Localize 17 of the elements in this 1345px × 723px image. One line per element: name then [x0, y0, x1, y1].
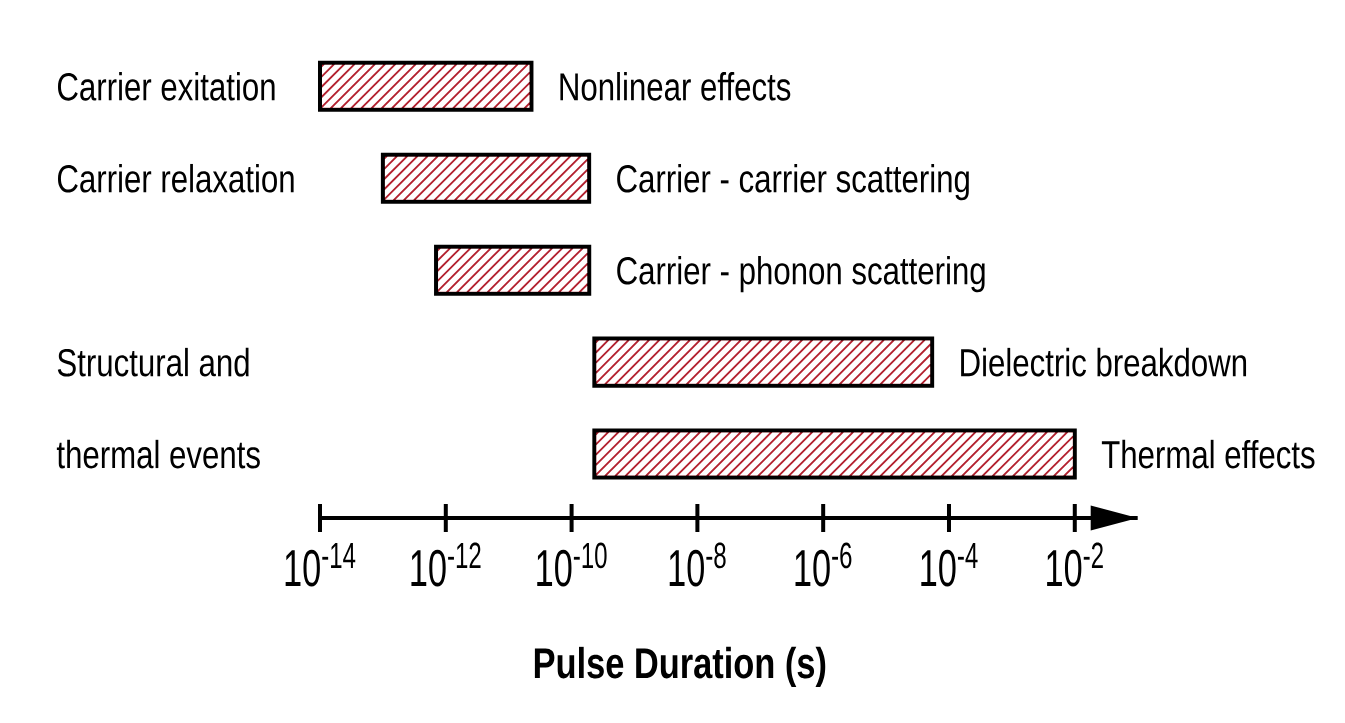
y-tick-label: Carrier - carrier scattering	[617, 163, 969, 201]
x-tick-label: 10$^{-14}$	[285, 542, 356, 587]
y-tick-label: Thermal effects	[1101, 439, 1315, 469]
x-tick-label: 10$^{-12}$	[411, 542, 481, 587]
text: thermal events	[56, 439, 260, 469]
y-tick-label: Dielectric breakdown	[961, 347, 1247, 377]
x-tick-label: 10$^{-10}$	[537, 542, 607, 587]
text: Structural and	[57, 347, 249, 377]
x-tick-label: 10$^{-6}$	[795, 542, 852, 587]
x-tick-label: 10$^{-4}$	[921, 542, 978, 587]
text: Carrier exitation	[58, 72, 275, 101]
text: Carrier relaxation	[58, 163, 294, 193]
x-tick-label: 10$^{-2}$	[1047, 542, 1103, 587]
x-tick-label: 10$^{-8}$	[669, 542, 726, 587]
y-tick-label: Nonlinear effects	[560, 72, 791, 101]
x-axis-title: Pulse Duration (s)	[534, 646, 826, 687]
y-tick-label: Carrier - phonon scattering	[617, 255, 985, 293]
